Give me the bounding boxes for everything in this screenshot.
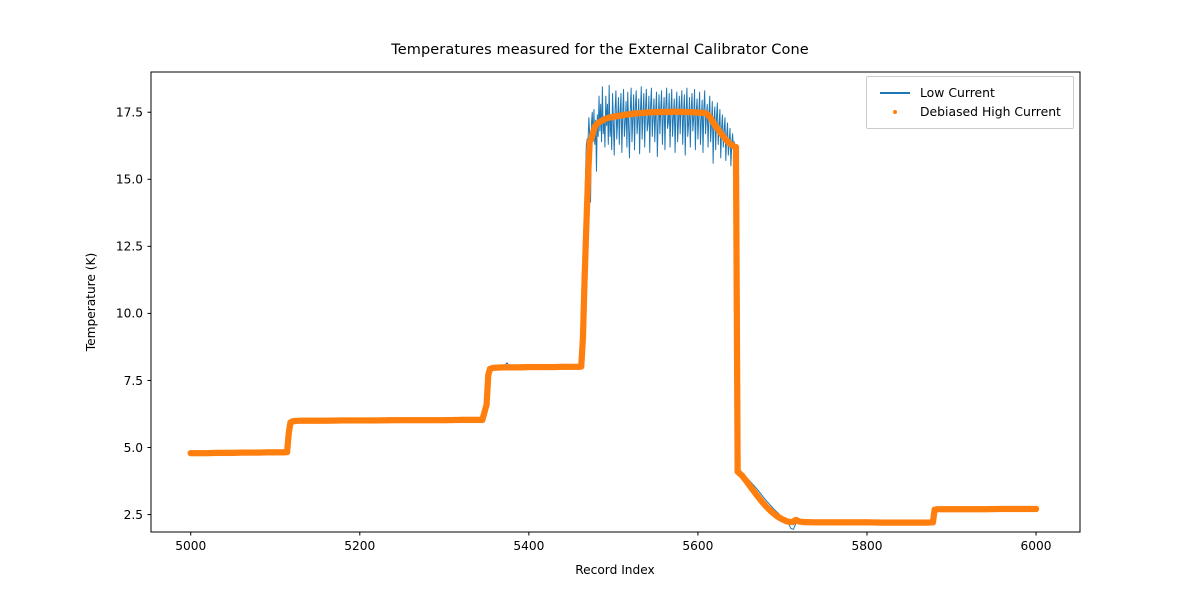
x-tick-label: 5000 xyxy=(175,539,206,553)
x-tick-labels: 5000 5200 5400 5600 5800 6000 xyxy=(175,539,1051,553)
legend-item-low-current: Low Current xyxy=(876,83,1064,102)
data-series-group xyxy=(187,84,1040,530)
axes-frame xyxy=(150,71,1081,533)
y-tick-label: 17.5 xyxy=(116,106,143,120)
x-tick-label: 6000 xyxy=(1021,539,1052,553)
legend-item-debiased-high-current: Debiased High Current xyxy=(876,102,1064,121)
y-axis-label: Temperature (K) xyxy=(84,253,98,353)
y-tick-label: 7.5 xyxy=(124,374,143,388)
x-tick-label: 5800 xyxy=(851,539,882,553)
series-debiased-high-current xyxy=(187,108,1040,526)
legend-dot-swatch-icon xyxy=(876,109,914,114)
y-tick-labels: 2.5 5.0 7.5 10.0 12.5 15.0 17.5 xyxy=(116,106,143,522)
series-line xyxy=(190,84,1037,530)
x-axis-label: Record Index xyxy=(575,563,655,577)
y-tick-label: 12.5 xyxy=(116,240,143,254)
y-tick-label: 5.0 xyxy=(124,441,143,455)
y-tick-label: 10.0 xyxy=(116,307,143,321)
legend-label-debiased-high-current: Debiased High Current xyxy=(920,104,1061,119)
series-marker xyxy=(1032,505,1040,513)
x-tick-label: 5400 xyxy=(513,539,544,553)
legend-label-low-current: Low Current xyxy=(920,85,995,100)
chart-legend[interactable]: Low Current Debiased High Current xyxy=(866,76,1074,129)
y-tick-label: 15.0 xyxy=(116,173,143,187)
legend-line-swatch-icon xyxy=(876,91,914,94)
x-tick-label: 5200 xyxy=(344,539,375,553)
series-low-current xyxy=(190,84,1037,530)
chart-title: Temperatures measured for the External C… xyxy=(391,42,809,58)
x-tick-label: 5600 xyxy=(682,539,713,553)
y-tick-label: 2.5 xyxy=(124,508,143,522)
tick-marks xyxy=(147,111,1037,536)
